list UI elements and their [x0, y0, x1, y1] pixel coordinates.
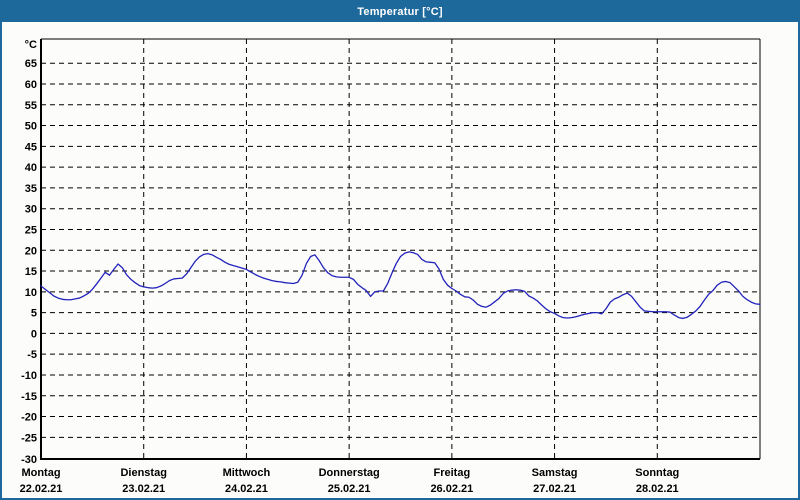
y-tick-label: 10 — [25, 287, 37, 299]
chart-canvas: 65 60 55 50 45 40 35 30 25 20 15 10 5 0 -5 -10 -15 -20 -25… — [2, 22, 798, 498]
date-label: 27.02.21 — [533, 483, 576, 495]
y-tick-label: -5 — [27, 349, 37, 361]
y-tick-label: -10 — [21, 370, 37, 382]
window-title: Temperatur [°C] — [357, 6, 443, 18]
date-label: 22.02.21 — [20, 483, 63, 495]
y-tick-label: -20 — [21, 412, 37, 424]
day-label: Sonntag — [635, 467, 679, 479]
temperature-line — [40, 251, 761, 320]
y-tick-label: 65 — [25, 58, 37, 70]
y-tick-label: -15 — [21, 391, 37, 403]
day-label: Montag — [21, 467, 60, 479]
date-label: 26.02.21 — [430, 483, 473, 495]
y-tick-label: 5 — [31, 308, 37, 320]
day-label: Dienstag — [120, 467, 166, 479]
y-tick-label: 35 — [25, 183, 37, 195]
day-label: Samstag — [532, 467, 578, 479]
y-tick-label: -25 — [21, 432, 37, 444]
y-tick-label: 15 — [25, 266, 37, 278]
y-tick-label: 30 — [25, 204, 37, 216]
date-label: 24.02.21 — [225, 483, 268, 495]
day-label: Mittwoch — [223, 467, 271, 479]
date-label: 23.02.21 — [122, 483, 165, 495]
day-label: Donnerstag — [319, 467, 380, 479]
y-tick-label: 60 — [25, 79, 37, 91]
y-tick-label: 0 — [31, 328, 37, 340]
day-label: Freitag — [434, 467, 471, 479]
y-axis-unit-label: °C — [25, 39, 37, 51]
y-tick-label: 25 — [25, 224, 37, 236]
y-tick-label: 45 — [25, 141, 37, 153]
date-label: 28.02.21 — [636, 483, 679, 495]
temperature-chart: 65605550454035302520151050-5-10-15-20-25… — [20, 38, 761, 495]
window-titlebar: Temperatur [°C] — [2, 2, 798, 22]
y-tick-label: -30 — [21, 454, 37, 466]
y-tick-label: 55 — [25, 100, 37, 112]
date-label: 25.02.21 — [328, 483, 371, 495]
y-tick-label: 20 — [25, 245, 37, 257]
y-tick-label: 50 — [25, 121, 37, 133]
y-tick-label: 40 — [25, 162, 37, 174]
